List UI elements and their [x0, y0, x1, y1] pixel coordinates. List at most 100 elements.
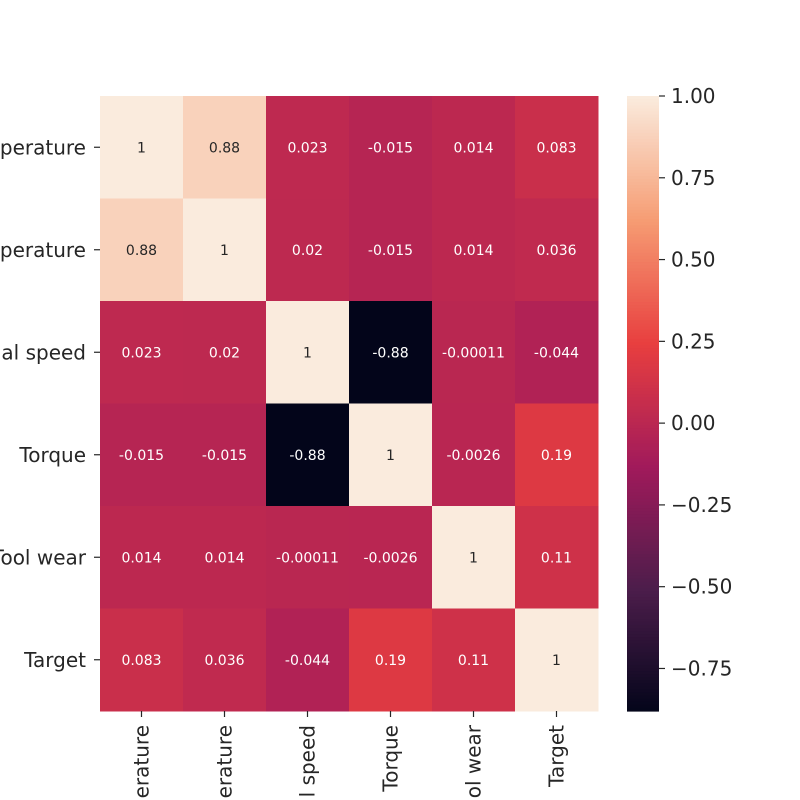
colorbar-segment	[627, 191, 659, 195]
colorbar-segment	[627, 554, 659, 558]
colorbar-segment	[627, 151, 659, 156]
colorbar-segment	[627, 338, 659, 343]
cell-value-label: -0.0026	[363, 550, 417, 566]
colorbar-segment	[627, 366, 659, 371]
colorbar-segment	[627, 683, 659, 687]
colorbar-segment	[627, 631, 659, 635]
colorbar-segment	[627, 188, 659, 192]
colorbar-segment	[627, 123, 659, 128]
column-tick-label: l speed	[296, 725, 320, 797]
colorbar-segment	[627, 391, 659, 395]
colorbar-segment	[627, 591, 659, 595]
heatmap-cell-r1-c2	[266, 198, 350, 302]
cell-value-label: 0.19	[375, 653, 406, 669]
colorbar-segment	[627, 268, 659, 272]
colorbar-segment	[627, 508, 659, 512]
cell-value-label: 1	[469, 550, 478, 566]
heatmap-cell-r3-c0	[100, 403, 184, 507]
colorbar-segment	[627, 298, 659, 303]
column-tick-label: erature	[130, 725, 154, 798]
colorbar-segment	[627, 428, 659, 432]
colorbar-segment	[627, 452, 659, 457]
heatmap-cell-r2-c3	[349, 301, 433, 404]
colorbar-segment	[627, 661, 659, 666]
colorbar-segment	[627, 102, 659, 106]
colorbar-segment	[627, 627, 659, 632]
colorbar-segment	[627, 409, 659, 414]
colorbar-segment	[627, 335, 659, 340]
heatmap-cell-r4-c3	[349, 506, 433, 609]
colorbar-segment	[627, 262, 659, 266]
colorbar-segment	[627, 225, 659, 229]
heatmap-cell-r4-c2	[266, 506, 350, 609]
colorbar-segment	[627, 209, 659, 214]
colorbar-segment	[627, 258, 659, 263]
colorbar-segment	[627, 486, 659, 491]
colorbar-segment	[627, 332, 659, 337]
colorbar-segment	[627, 458, 659, 463]
colorbar-segment	[627, 646, 659, 651]
column-tick-label: erature	[213, 725, 237, 798]
row-tick-label: Target	[23, 648, 86, 672]
colorbar-segment	[627, 541, 659, 546]
colorbar-segment	[627, 637, 659, 641]
colorbar-segment	[627, 252, 659, 257]
colorbar-tick-label: 1.00	[671, 84, 716, 108]
colorbar-segment	[627, 320, 659, 325]
colorbar-segment	[627, 329, 659, 334]
heatmap-cell-r5-c1	[183, 608, 267, 712]
heatmap-cell-r5-c0	[100, 608, 184, 712]
heatmap-cell-r2-c4	[432, 301, 516, 404]
row-tick-label: al speed	[1, 340, 86, 364]
colorbar-segment	[627, 194, 659, 199]
colorbar-segment	[627, 612, 659, 617]
colorbar-segment	[627, 317, 659, 322]
colorbar-segment	[627, 640, 659, 644]
colorbar-segment	[627, 302, 659, 306]
colorbar-segment	[627, 286, 659, 291]
heatmap-cell-r2-c1	[183, 301, 267, 404]
colorbar-segment	[627, 400, 659, 405]
colorbar-segment	[627, 154, 659, 159]
colorbar-segment	[627, 538, 659, 543]
colorbar-segment	[627, 142, 659, 146]
colorbar-segment	[627, 212, 659, 217]
heatmap-cell-r3-c5	[515, 403, 599, 507]
colorbar-segment	[627, 618, 659, 623]
colorbar-segment	[627, 461, 659, 466]
heatmap-cell-r1-c4	[432, 198, 516, 302]
colorbar-segment	[627, 157, 659, 162]
colorbar-segment	[627, 603, 659, 608]
heatmap-cell-r0-c4	[432, 96, 516, 199]
heatmap-cell-r0-c5	[515, 96, 599, 199]
colorbar-segment	[627, 434, 659, 438]
heatmap-cell-r1-c1	[183, 198, 267, 302]
cell-value-label: -0.015	[119, 448, 164, 464]
colorbar-segment	[627, 692, 659, 697]
colorbar-segment	[627, 575, 659, 580]
heatmap-cell-r2-c2	[266, 301, 350, 404]
colorbar-segment	[627, 163, 659, 168]
cell-value-label: 0.02	[292, 243, 323, 259]
colorbar: 1.00 0.75 0.50 0.25 0.00 −0.25 −0.50 −0.75	[627, 84, 732, 712]
cell-value-label: -0.0026	[446, 448, 500, 464]
column-tick-label: Torque	[379, 725, 403, 793]
colorbar-segment	[627, 406, 659, 411]
colorbar-segment	[627, 314, 659, 318]
cell-value-label: -0.044	[534, 345, 579, 361]
colorbar-segment	[627, 375, 659, 380]
cell-value-label: 0.036	[536, 243, 576, 259]
colorbar-segment	[627, 437, 659, 441]
colorbar-segment	[627, 477, 659, 481]
colorbar-tick-label: 0.50	[671, 248, 716, 272]
colorbar-segment	[627, 483, 659, 488]
colorbar-segment	[627, 465, 659, 469]
colorbar-segment	[627, 652, 659, 657]
colorbar-segment	[627, 166, 659, 171]
heatmap-cell-r4-c4	[432, 506, 516, 609]
heatmap-cell-r4-c1	[183, 506, 267, 609]
colorbar-segment	[627, 523, 659, 528]
cell-value-label: 0.88	[209, 140, 240, 156]
colorbar-segment	[627, 145, 659, 149]
cell-value-label: 0.014	[453, 243, 493, 259]
